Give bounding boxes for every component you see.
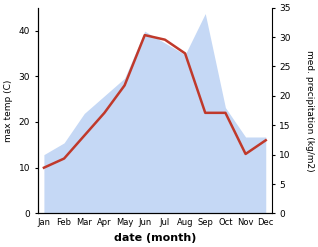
X-axis label: date (month): date (month) (114, 233, 196, 243)
Y-axis label: med. precipitation (kg/m2): med. precipitation (kg/m2) (305, 50, 314, 171)
Y-axis label: max temp (C): max temp (C) (4, 79, 13, 142)
